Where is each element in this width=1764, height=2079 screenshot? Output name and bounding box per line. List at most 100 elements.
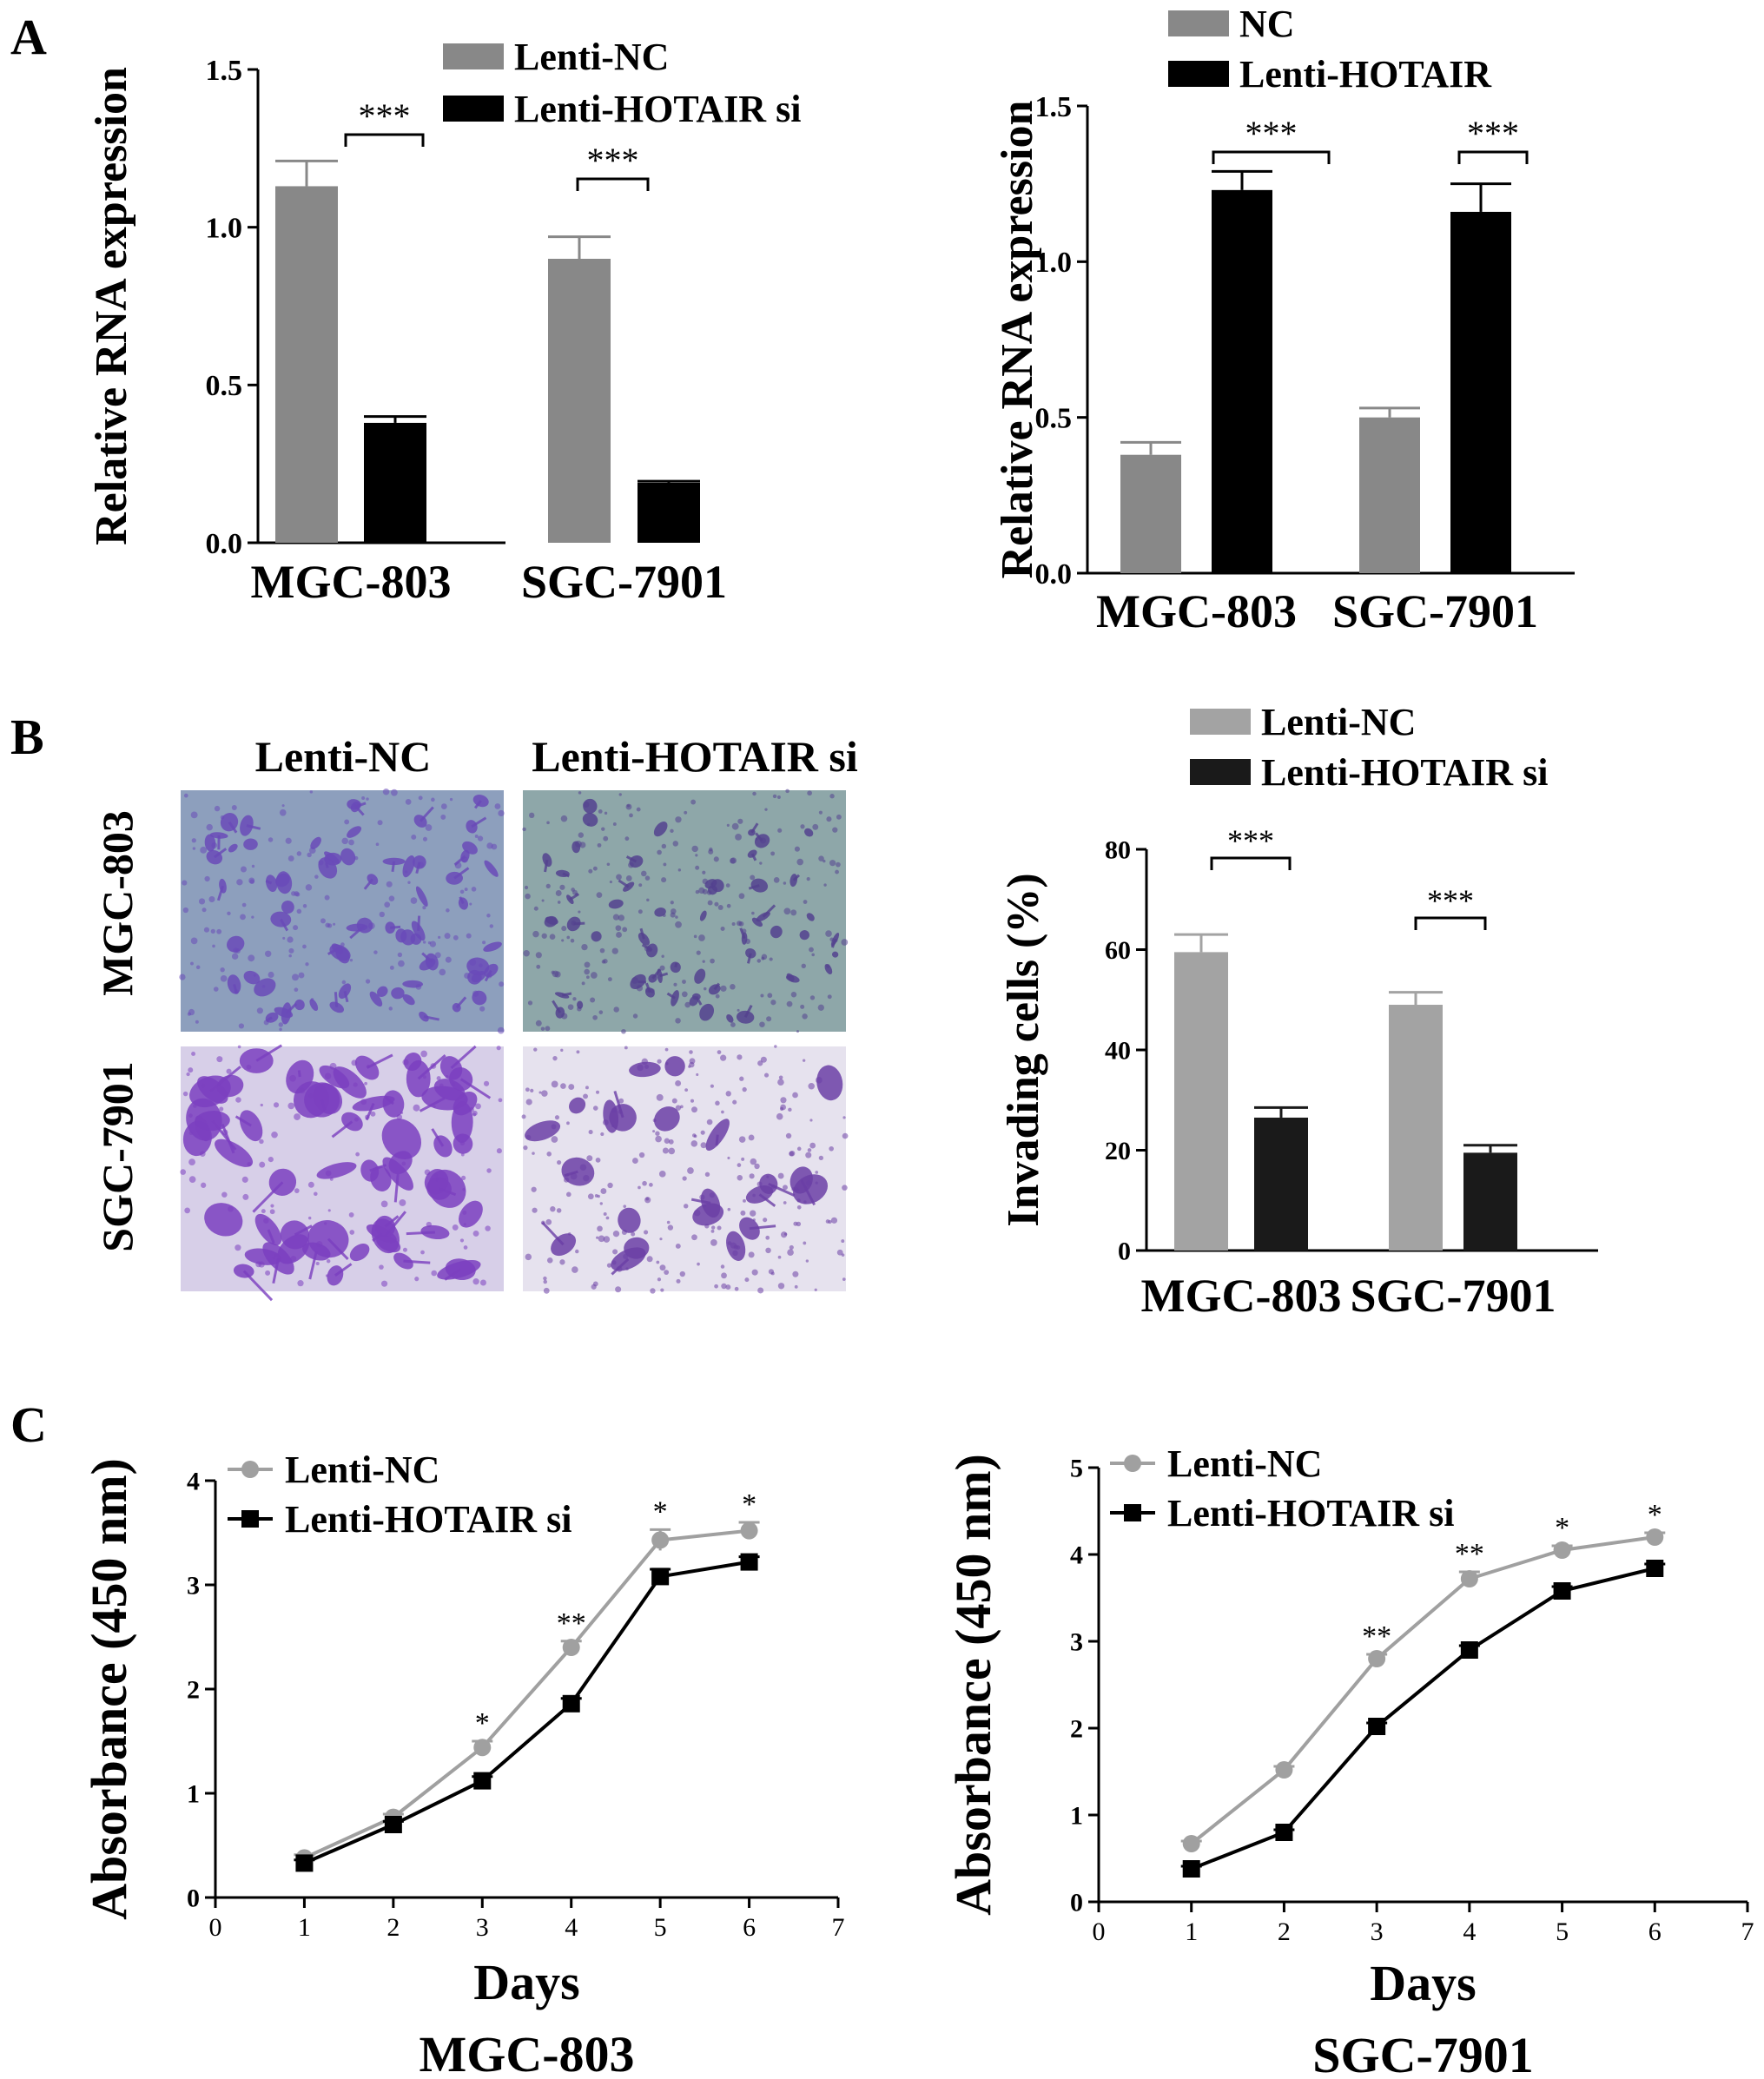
chart-b-y-tick-label: 20 bbox=[1105, 1137, 1131, 1165]
micrograph-pore bbox=[842, 1185, 848, 1191]
micrograph-pore bbox=[314, 874, 319, 879]
micrograph-pore bbox=[612, 1231, 620, 1238]
chart-c2-y-tick-label: 4 bbox=[1070, 1541, 1083, 1570]
micrograph-pore bbox=[642, 1180, 647, 1186]
chart-c2-y-tick-label: 5 bbox=[1070, 1455, 1083, 1483]
micrograph-pore bbox=[717, 904, 723, 910]
micrograph-pore bbox=[612, 1249, 618, 1255]
micrograph-pore bbox=[349, 1230, 355, 1235]
micrograph-cell bbox=[577, 1000, 584, 1009]
chart-c1-point-lenti-hotair-si bbox=[295, 1854, 314, 1872]
micrograph-pore bbox=[556, 1208, 562, 1213]
chart-b-category-label: SGC-7901 bbox=[1350, 1270, 1556, 1322]
micrograph-cell-process bbox=[641, 943, 653, 952]
micrograph-pore bbox=[656, 1093, 664, 1101]
micrograph-pore bbox=[841, 939, 849, 946]
micrograph-pore bbox=[366, 797, 369, 801]
micrograph-pore bbox=[621, 1028, 626, 1034]
micrograph-pore bbox=[585, 1086, 589, 1090]
micrograph-pore bbox=[688, 1065, 691, 1068]
micrograph-pore bbox=[570, 938, 575, 943]
micrograph-cell-process bbox=[739, 927, 746, 940]
chart-a2-legend-swatch bbox=[1168, 10, 1229, 36]
micrograph-pore bbox=[760, 1056, 767, 1063]
micrograph-pore bbox=[616, 932, 622, 938]
micrograph-pore bbox=[398, 960, 405, 967]
micrograph-pore bbox=[684, 1204, 689, 1209]
micrograph-pore bbox=[807, 1148, 812, 1152]
micrograph-cell-process bbox=[755, 832, 763, 842]
micrograph-pore bbox=[751, 1269, 758, 1276]
micrograph-cell-process bbox=[690, 1198, 711, 1204]
chart-a1-bar-control bbox=[275, 186, 338, 543]
chart-c1-point-lenti-nc bbox=[740, 1521, 758, 1540]
chart-c2-point-lenti-nc bbox=[1182, 1835, 1200, 1852]
micrograph-pore bbox=[551, 1080, 558, 1088]
micrograph-pore bbox=[825, 930, 832, 937]
micrograph-pore bbox=[607, 977, 612, 982]
chart-c2-point-lenti-nc bbox=[1275, 1761, 1293, 1779]
micrograph-pore bbox=[622, 927, 628, 933]
micrograph-pore bbox=[675, 1243, 681, 1249]
chart-c2-x-tick-label: 0 bbox=[1093, 1917, 1106, 1946]
micrograph-pore bbox=[599, 1202, 603, 1205]
micrograph-pore bbox=[720, 1054, 727, 1061]
micrograph-pore bbox=[370, 1111, 376, 1117]
micrograph-pore bbox=[555, 890, 562, 896]
chart-c1-y-tick-label: 0 bbox=[187, 1884, 200, 1913]
chart-c2-x-tick-label: 1 bbox=[1185, 1917, 1198, 1946]
micrograph-pore bbox=[182, 880, 188, 886]
micrograph-cell bbox=[466, 957, 490, 976]
micrograph-pore bbox=[789, 1244, 794, 1250]
micrograph-pore bbox=[672, 841, 679, 847]
micrograph-pore bbox=[655, 1131, 660, 1136]
micrograph-pore bbox=[436, 1076, 441, 1081]
micrograph-pore bbox=[208, 895, 215, 903]
chart-c1-point-lenti-hotair-si bbox=[384, 1816, 402, 1833]
chart-c2-y-axis-label: Absorbance (450 nm) bbox=[945, 1454, 1001, 1916]
micrograph-pore bbox=[675, 1018, 681, 1024]
micrograph-cell-process bbox=[325, 862, 329, 868]
micrograph-pore bbox=[298, 972, 305, 979]
chart-a2-legend-swatch bbox=[1168, 61, 1229, 87]
micrograph-pore bbox=[715, 993, 720, 999]
micrograph-pore bbox=[808, 1082, 815, 1090]
micrograph-pore bbox=[477, 835, 484, 842]
micrograph-pore bbox=[612, 822, 617, 826]
chart-a1-legend-label: Lenti-NC bbox=[514, 36, 669, 78]
micrograph-pore bbox=[690, 1099, 695, 1103]
micrograph-pore bbox=[603, 1236, 611, 1243]
micrograph-pore bbox=[523, 1145, 528, 1151]
micrograph-pore bbox=[809, 947, 814, 953]
chart-b-significance-bracket bbox=[1414, 916, 1487, 930]
chart-c1-y-axis-label: Absorbance (450 nm) bbox=[81, 1458, 137, 1920]
micrograph-pore bbox=[695, 889, 700, 894]
micrograph-pore bbox=[841, 1239, 845, 1244]
micrograph-pore bbox=[361, 796, 366, 800]
micrograph-pore bbox=[279, 808, 287, 816]
micrograph-pore bbox=[543, 1276, 547, 1281]
micrograph-pore bbox=[695, 865, 700, 870]
micrograph-pore bbox=[472, 1112, 477, 1117]
micrograph-pore bbox=[809, 1142, 816, 1149]
micrograph-cell bbox=[583, 798, 598, 814]
chart-c1-series-line-lenti-nc bbox=[303, 1528, 750, 1860]
micrograph-pore bbox=[693, 1134, 697, 1138]
micrograph-cell-process bbox=[384, 1096, 394, 1106]
micrograph-pore bbox=[714, 1284, 718, 1289]
micrograph-pore bbox=[737, 1008, 740, 1012]
micrograph-pore bbox=[682, 980, 686, 984]
chart-c2-point-lenti-hotair-si bbox=[1460, 1641, 1478, 1659]
micrograph-pore bbox=[802, 1013, 808, 1020]
micrograph-pore bbox=[599, 947, 605, 954]
chart-c2-point-lenti-hotair-si bbox=[1275, 1824, 1293, 1841]
chart-c1-point-lenti-nc bbox=[651, 1531, 670, 1549]
micrograph-pore bbox=[750, 1210, 756, 1217]
micrograph-pore bbox=[767, 993, 773, 999]
micrograph-pore bbox=[472, 1278, 479, 1285]
micrograph-pore bbox=[431, 1270, 438, 1277]
micrograph-pore bbox=[305, 884, 313, 891]
micrograph-pore bbox=[776, 1112, 783, 1120]
micrograph-pore bbox=[523, 950, 530, 957]
micrograph-pore bbox=[655, 1135, 662, 1143]
